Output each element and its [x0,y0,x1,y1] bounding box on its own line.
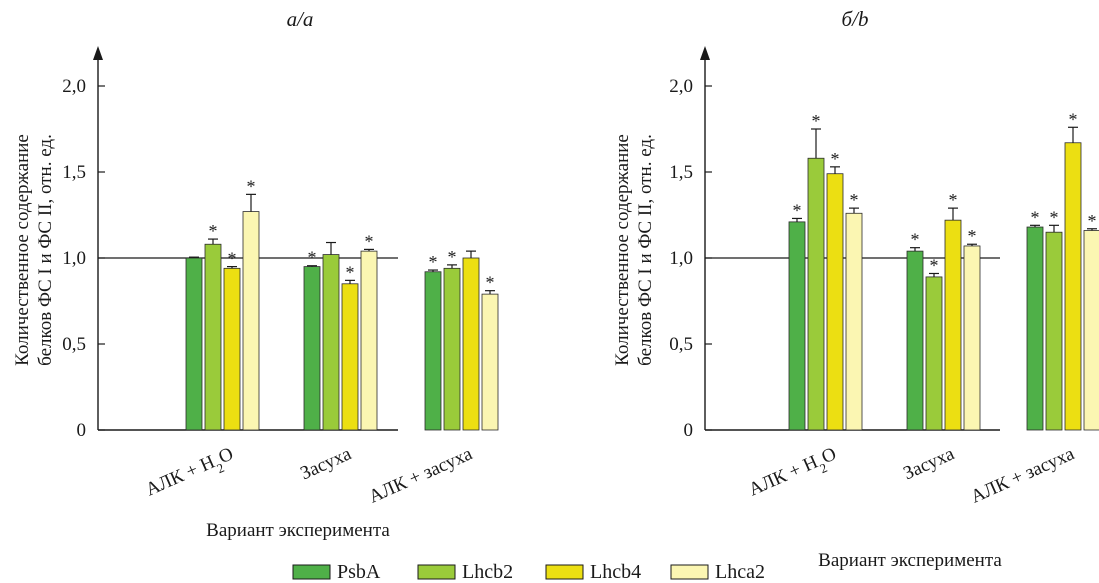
panel-b-significance-star: * [1050,207,1059,227]
panel-b-y-axis-arrow [700,46,710,60]
panel-b-significance-star: * [831,149,840,169]
panel-a-y-tick-label: 1,0 [62,248,86,269]
panel-a-bar-psba [185,257,203,431]
panel-b-bar-lhcb4 [826,173,844,431]
legend-swatch-lhca2 [670,564,709,580]
panel-a-significance-star: * [308,248,317,268]
panel-b-significance-star: * [812,111,821,131]
panel-b-significance-star: * [911,230,920,250]
panel-b-significance-star: * [850,190,859,210]
panel-b-y-axis-title-line2: белков ФС I и ФС II, отн. ед. [635,134,656,366]
legend-label-lhcb2: Lhcb2 [462,561,513,583]
panel-b-bar-lhca2 [963,245,981,431]
panel-b-bar-lhcb4 [1064,142,1082,431]
panel-b-bar-lhca2 [1083,230,1099,431]
panel-a-bar-lhcb2 [443,267,461,431]
legend-label-lhca2: Lhca2 [715,561,765,583]
panel-a-bar-lhcb2 [204,243,222,431]
panel-b-x-axis-title: Вариант эксперимента [818,550,1002,571]
panel-a-y-tick-label: 0 [77,420,87,441]
panel-a-x-axis-title: Вариант эксперимента [206,520,390,541]
panel-a-y-tick-label: 2,0 [62,76,86,97]
panel-b-significance-star: * [968,226,977,246]
panel-b-y-tick-label: 2,0 [669,76,693,97]
panel-a-bar-psba [424,271,442,431]
panel-a-y-axis-title-line2: белков ФС I и ФС II, отн. ед. [35,134,56,366]
legend-label-lhcb4: Lhcb4 [590,561,641,583]
panel-b-category-label: Засуха [900,443,958,484]
panel-a-significance-star: * [486,273,495,293]
panel-b-bar-lhcb2 [925,276,943,431]
panel-a: а/a Количественное содержание белков ФС … [12,7,499,541]
panel-a-bar-psba [303,266,321,431]
panel-b-significance-star: * [1088,211,1097,231]
panel-b-y-tick-label: 0 [684,420,694,441]
panel-b-category-label: АЛК + H2O [746,443,842,505]
legend: PsbA Lhcb2 Lhcb4 Lhca2 [292,561,765,583]
panel-b-bar-lhcb2 [1045,231,1063,431]
panel-b-significance-star: * [1031,207,1040,227]
panel-b-significance-star: * [949,190,958,210]
panel-a-significance-star: * [429,252,438,272]
panel-a-significance-star: * [209,221,218,241]
panel-b-y-tick-label: 1,0 [669,248,693,269]
panel-b-significance-star: * [1069,109,1078,129]
panel-a-y-tick-label: 0,5 [62,334,86,355]
panel-b-bar-psba [788,221,806,431]
panel-b-bar-psba [1026,226,1044,431]
panel-a-category-label: АЛК + H2O [143,443,239,505]
legend-label-psba: PsbA [337,561,381,583]
panel-a-significance-star: * [448,247,457,267]
panel-a-bar-lhcb4 [223,267,241,431]
panel-a-category-label: Засуха [297,443,355,484]
panel-b-bar-lhca2 [845,212,863,431]
panel-a-title: а/a [287,7,314,31]
panel-b-significance-star: * [930,255,939,275]
panel-b-title: б/b [842,7,869,31]
panel-a-significance-star: * [228,249,237,269]
panel-a-bar-lhca2 [360,250,378,431]
panel-b: б/b Количественное содержание белков ФС … [612,7,1099,571]
panel-a-bar-lhcb2 [322,254,340,431]
legend-swatch-lhcb2 [417,564,456,580]
panel-a-y-axis-arrow [93,46,103,60]
panel-a-category-label: АЛК + засуха [366,443,476,507]
panel-a-y-tick-label: 1,5 [62,162,86,183]
panel-a-significance-star: * [365,231,374,251]
panel-b-bar-psba [906,250,924,431]
panel-a-bar-lhca2 [481,293,499,431]
panel-b-bar-lhcb4 [944,219,962,431]
panel-b-category-label: АЛК + засуха [968,443,1078,507]
legend-swatch-lhcb4 [545,564,584,580]
panel-b-significance-star: * [793,200,802,220]
panel-a-y-axis-title-line1: Количественное содержание [12,134,33,366]
legend-swatch-psba [292,564,331,580]
panel-b-bar-lhcb2 [807,157,825,431]
panel-b-y-tick-label: 1,5 [669,162,693,183]
panel-a-bar-lhcb4 [462,257,480,431]
panel-b-y-tick-label: 0,5 [669,334,693,355]
panel-a-bar-lhcb4 [341,283,359,431]
panel-a-significance-star: * [247,176,256,196]
panel-b-y-axis-title-line1: Количественное содержание [612,134,633,366]
panel-a-bar-lhca2 [242,211,260,431]
panel-a-significance-star: * [346,262,355,282]
